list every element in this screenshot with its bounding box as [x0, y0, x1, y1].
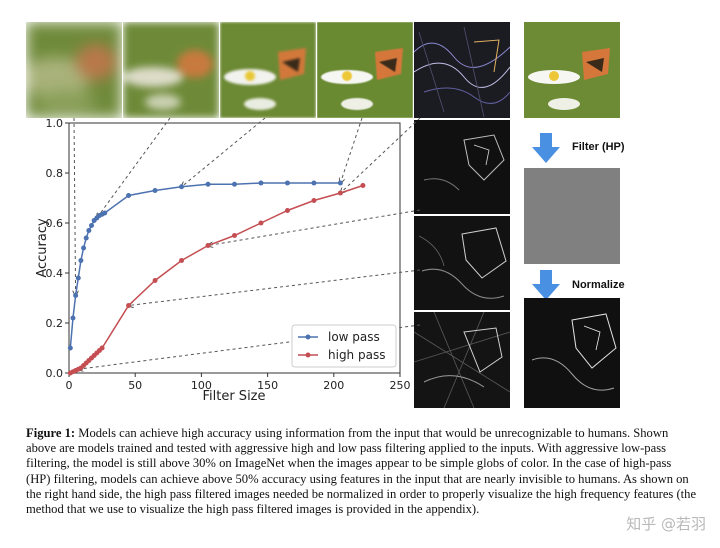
high-pass-point	[126, 303, 132, 308]
low-pass-point	[70, 315, 76, 321]
y-tick-label: 0.4	[46, 267, 64, 280]
legend: low pass high pass	[291, 324, 397, 368]
high-pass-point	[337, 190, 343, 196]
low-pass-image-2	[123, 22, 219, 118]
x-tick-label: 50	[128, 379, 142, 392]
y-tick-label: 0.0	[46, 367, 64, 380]
legend-high-pass-label: high pass	[328, 348, 385, 362]
x-tick-label: 250	[390, 379, 411, 392]
x-tick-label: 100	[191, 379, 212, 392]
down-arrow-icon-2	[532, 270, 560, 300]
high-pass-point	[179, 258, 185, 263]
y-tick-label: 0.2	[46, 317, 64, 330]
high-pass-image-3	[414, 216, 510, 310]
normalized-image	[524, 298, 620, 408]
connector-arrow	[97, 117, 171, 218]
y-tick-label: 1.0	[46, 117, 64, 130]
low-pass-point	[284, 180, 290, 186]
accuracy-chart: 0 50 100 150 200 250 0.0 0.2 0.4 0.6 0.8 1.0 Filter…	[35, 117, 421, 404]
connector-arrows	[74, 117, 421, 369]
low-pass-point	[83, 235, 89, 241]
high-pass-image-1	[414, 22, 510, 118]
connector-arrow	[129, 269, 421, 306]
x-tick-label: 0	[66, 379, 73, 392]
y-axis-label: Accuracy	[35, 218, 50, 278]
filter-hp-label: Filter (HP)	[572, 141, 625, 153]
high-pass-point	[258, 220, 264, 226]
y-tick-label: 0.6	[46, 217, 64, 230]
caption-label: Figure 1:	[26, 426, 76, 440]
original-image	[524, 22, 620, 118]
low-pass-image-3	[220, 22, 316, 118]
watermark: 知乎 @若羽	[626, 515, 706, 533]
legend-box	[291, 324, 397, 368]
low-pass-point	[67, 345, 73, 351]
normalize-label: Normalize	[572, 279, 625, 291]
low-pass-point	[86, 228, 92, 233]
high-pass-point	[360, 183, 366, 188]
low-pass-point	[311, 180, 317, 186]
connector-arrow	[340, 117, 421, 193]
x-axis-label: Filter Size	[202, 389, 265, 404]
low-pass-image-4	[317, 22, 413, 118]
low-pass-point	[232, 181, 237, 187]
high-pass-point	[311, 198, 317, 203]
low-pass-point	[205, 181, 211, 187]
low-pass-point	[89, 223, 95, 228]
gray-filtered-image	[524, 168, 620, 264]
high-pass-point	[232, 233, 237, 238]
x-tick-label: 150	[257, 379, 278, 392]
low-pass-point	[337, 180, 343, 186]
high-pass-point	[205, 243, 211, 248]
high-pass-image-2	[414, 120, 510, 214]
low-pass-point	[73, 293, 79, 298]
low-pass-point	[81, 245, 87, 251]
high-pass-point	[284, 208, 290, 213]
down-arrow-icon-1	[532, 133, 560, 163]
caption-text: Models can achieve high accuracy using i…	[26, 426, 697, 517]
figure-caption: Figure 1: Models can achieve high accura…	[26, 426, 698, 517]
low-pass-point	[126, 193, 132, 198]
low-pass-image-1	[26, 22, 122, 118]
x-tick-label: 200	[323, 379, 344, 392]
low-pass-point	[179, 184, 185, 190]
low-pass-point	[75, 275, 81, 281]
low-pass-point	[258, 180, 264, 186]
connector-arrow	[182, 117, 266, 187]
high-pass-point	[99, 345, 105, 351]
low-pass-point	[152, 188, 158, 193]
legend-low-pass-label: low pass	[328, 330, 380, 344]
high-pass-image-4	[414, 312, 510, 408]
high-pass-point	[152, 278, 158, 283]
low-pass-point	[78, 258, 84, 263]
y-tick-label: 0.8	[46, 167, 64, 180]
low-pass-point	[102, 210, 108, 216]
